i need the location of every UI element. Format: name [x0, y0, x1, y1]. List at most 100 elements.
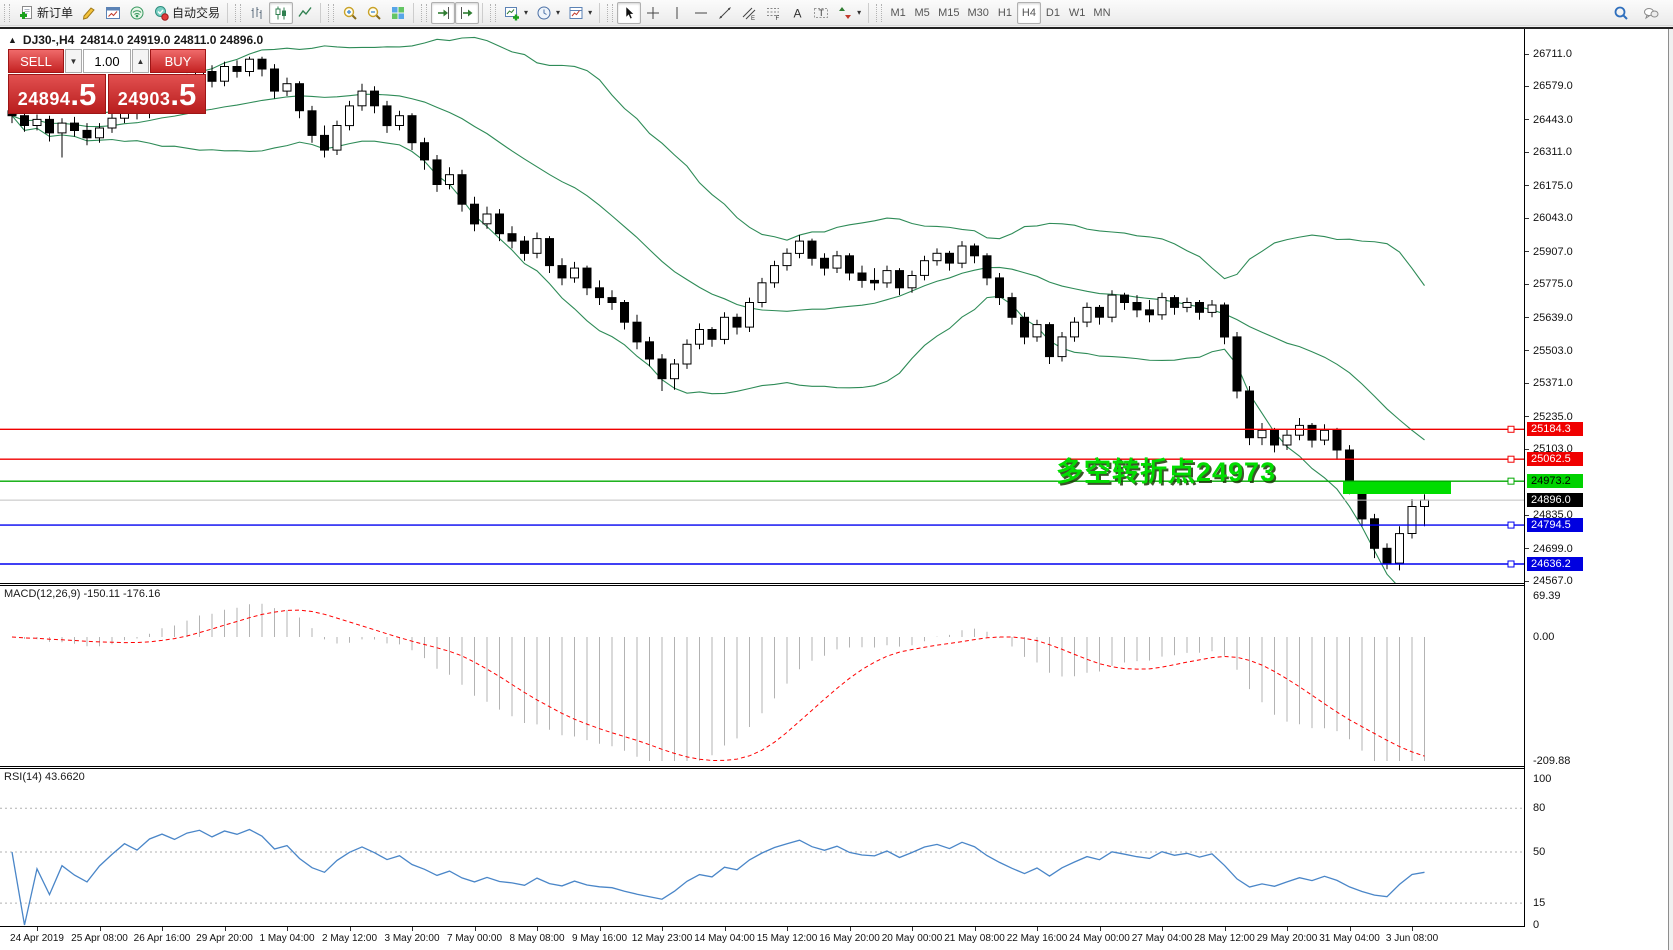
- toolbar-grip: [607, 3, 614, 22]
- profiles-button[interactable]: ▾: [532, 2, 564, 24]
- trendline-icon: [719, 6, 731, 19]
- time-axis[interactable]: 24 Apr 2019 25 Apr 08:00 26 Apr 16:00 29 Ap…: [0, 927, 1668, 950]
- price-chart-canvas[interactable]: [0, 29, 1524, 583]
- x-axis-label: 20 May 00:00: [881, 933, 943, 944]
- level-line-handle[interactable]: [1507, 521, 1515, 529]
- toolbar-separator: [599, 2, 601, 23]
- x-axis-label: 16 May 20:00: [819, 933, 880, 944]
- tile-windows-button[interactable]: [386, 2, 410, 24]
- hline-icon: [695, 12, 708, 13]
- x-axis-label: 8 May 08:00: [509, 933, 565, 944]
- toolbar-grip: [421, 3, 428, 22]
- chart-text-annotation[interactable]: 多空转折点24973: [1056, 457, 1277, 487]
- x-axis-label: 29 May 20:00: [1256, 933, 1318, 944]
- price-axis[interactable]: 26711.0 26579.0 26443.0 26311.0 26175.0 26043…: [1524, 29, 1668, 931]
- toolbar-separator: [227, 2, 229, 23]
- tf-m1-button[interactable]: M1: [886, 2, 910, 24]
- svg-text:A: A: [794, 6, 802, 20]
- level-line-handle[interactable]: [1507, 560, 1515, 568]
- trendline-button[interactable]: [713, 2, 737, 24]
- search-button[interactable]: [1609, 2, 1633, 24]
- chevron-down-icon: ▾: [857, 8, 862, 17]
- collapse-icon[interactable]: ▲: [8, 35, 17, 45]
- vertical-line-button[interactable]: [665, 2, 689, 24]
- tf-h4-button[interactable]: H4: [1016, 1, 1041, 24]
- tf-w1-button[interactable]: W1: [1065, 2, 1090, 24]
- y-axis-tick: [1525, 580, 1529, 582]
- chevron-down-icon: ▾: [524, 8, 529, 17]
- text-button[interactable]: A: [785, 2, 809, 24]
- tf-h1-button[interactable]: H1: [993, 2, 1017, 24]
- level-line-handle[interactable]: [1507, 455, 1515, 463]
- pane-separator[interactable]: [0, 583, 1668, 586]
- x-axis-label: 9 May 16:00: [571, 933, 628, 944]
- y-axis-tick: [1525, 119, 1529, 121]
- text-label-button[interactable]: T: [809, 2, 833, 24]
- tf-d1-button[interactable]: D1: [1041, 2, 1065, 24]
- metaeditor-button[interactable]: [77, 2, 101, 24]
- volume-decrease-button[interactable]: ▼: [65, 49, 82, 73]
- signals-button[interactable]: [125, 2, 149, 24]
- equidistant-channel-button[interactable]: E: [737, 2, 761, 24]
- fibonacci-button[interactable]: F: [761, 2, 785, 24]
- market-watch-button[interactable]: [101, 2, 125, 24]
- level-line-handle[interactable]: [1507, 477, 1515, 485]
- crosshair-button[interactable]: [641, 2, 665, 24]
- autotrading-button[interactable]: 自动交易: [149, 2, 224, 24]
- highlight-rectangle-object[interactable]: [1343, 481, 1451, 494]
- buy-button[interactable]: BUY: [150, 49, 206, 73]
- svg-text:F: F: [776, 16, 780, 21]
- macd-signal-line: [11, 609, 1425, 762]
- chart-shift-button[interactable]: [455, 1, 480, 24]
- y-axis-tick: [1525, 151, 1529, 153]
- buy-price-display[interactable]: 24903 .5: [108, 74, 206, 114]
- sell-price-display[interactable]: 24894 .5: [8, 74, 106, 114]
- x-axis-tick: [1287, 927, 1288, 931]
- y-axis-tick: [1525, 514, 1529, 516]
- candlestick-chart-button[interactable]: [269, 1, 294, 24]
- cursor-button[interactable]: [617, 1, 642, 24]
- tf-m30-button[interactable]: M30: [964, 2, 993, 24]
- rsi-pane[interactable]: RSI(14) 43.6620: [0, 769, 1524, 926]
- tf-m30-label: M30: [967, 6, 989, 19]
- x-axis-tick: [724, 927, 726, 931]
- tf-m5-button[interactable]: M5: [910, 2, 934, 24]
- y-axis-tick-label: 26443.0: [1533, 113, 1573, 126]
- sell-button[interactable]: SELL: [8, 49, 64, 73]
- y-axis-tick: [1525, 53, 1529, 55]
- tf-m15-button[interactable]: M15: [934, 2, 963, 24]
- x-axis-tick: [287, 927, 288, 931]
- x-axis-label: 31 May 04:00: [1319, 933, 1380, 944]
- y-axis-tick: [1525, 350, 1529, 352]
- horizontal-line-button[interactable]: [689, 2, 713, 24]
- x-axis-label: 7 May 00:00: [446, 933, 503, 944]
- bar-chart-button[interactable]: [245, 2, 269, 24]
- line-chart-button[interactable]: [293, 2, 317, 24]
- new-chart-button[interactable]: ▾: [500, 2, 532, 24]
- templates-button[interactable]: ▾: [564, 2, 596, 24]
- rsi-canvas[interactable]: [0, 769, 1524, 926]
- pane-separator[interactable]: [0, 766, 1668, 769]
- y-axis-tick-label: 26711.0: [1533, 48, 1572, 60]
- y-axis-tick: [1525, 217, 1529, 219]
- level-line-handle[interactable]: [1507, 425, 1515, 433]
- x-axis-tick: [162, 927, 163, 931]
- volume-increase-button[interactable]: ▲: [132, 49, 149, 73]
- window-right-border: [1668, 29, 1669, 950]
- arrows-button[interactable]: ▾: [833, 2, 865, 24]
- zoom-out-button[interactable]: [362, 2, 386, 24]
- x-axis-label: 28 May 12:00: [1194, 933, 1255, 944]
- x-axis-tick: [662, 927, 663, 931]
- macd-canvas[interactable]: [0, 586, 1524, 766]
- community-chat-button[interactable]: [1639, 2, 1663, 24]
- auto-scroll-button[interactable]: [431, 1, 456, 24]
- y-axis-tick-label: 24567.0: [1533, 575, 1573, 587]
- tf-mn-button[interactable]: MN: [1089, 2, 1114, 24]
- macd-histogram: [24, 603, 1425, 761]
- zoom-in-button[interactable]: [338, 2, 362, 24]
- macd-pane[interactable]: MACD(12,26,9) -150.11 -176.16: [0, 586, 1524, 766]
- x-axis-label: 1 May 04:00: [259, 933, 315, 944]
- new-order-button[interactable]: 新订单: [14, 2, 77, 24]
- main-price-pane[interactable]: ▲ DJ30-,H4 24814.0 24919.0 24811.0 24896…: [0, 29, 1524, 583]
- volume-input[interactable]: [83, 49, 131, 73]
